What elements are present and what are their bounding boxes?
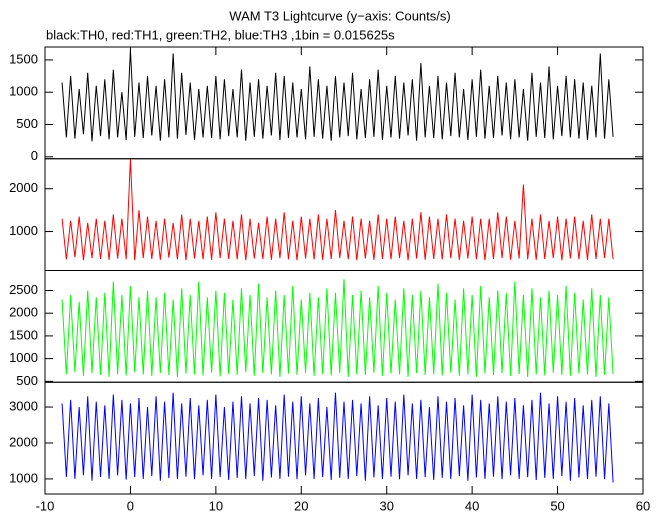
- x-tick-label: 50: [550, 498, 564, 513]
- y-tick-label: 2000: [9, 305, 38, 320]
- y-tick-label: 1500: [9, 51, 38, 66]
- y-tick-label: 2000: [9, 434, 38, 449]
- y-tick-label: 500: [16, 116, 38, 131]
- x-tick-label: 10: [209, 498, 223, 513]
- y-tick-label: 2500: [9, 282, 38, 297]
- y-tick-label: 1000: [9, 84, 38, 99]
- lightcurve: [61, 158, 614, 261]
- y-tick-label: 1000: [9, 350, 38, 365]
- x-tick-label: 60: [636, 498, 650, 513]
- y-tick-label: 1500: [9, 327, 38, 342]
- x-tick-label: 40: [465, 498, 479, 513]
- x-tick-label: 0: [127, 498, 134, 513]
- y-tick-label: 3000: [9, 398, 38, 413]
- lightcurve: [61, 392, 614, 483]
- lightcurve: [61, 279, 614, 377]
- x-tick-label: -10: [36, 498, 55, 513]
- y-tick-label: 500: [16, 373, 38, 388]
- chart-subtitle: black:TH0, red:TH1, green:TH2, blue:TH3 …: [46, 27, 395, 42]
- x-tick-label: 30: [379, 498, 393, 513]
- chart-title: WAM T3 Lightcurve (y−axis: Counts/s): [229, 8, 450, 23]
- y-tick-label: 0: [31, 148, 38, 163]
- y-tick-label: 2000: [9, 180, 38, 195]
- y-tick-label: 1000: [9, 470, 38, 485]
- lightcurve: [61, 50, 614, 142]
- x-tick-label: 20: [294, 498, 308, 513]
- panel-frame: [44, 381, 644, 495]
- y-tick-label: 1000: [9, 223, 38, 238]
